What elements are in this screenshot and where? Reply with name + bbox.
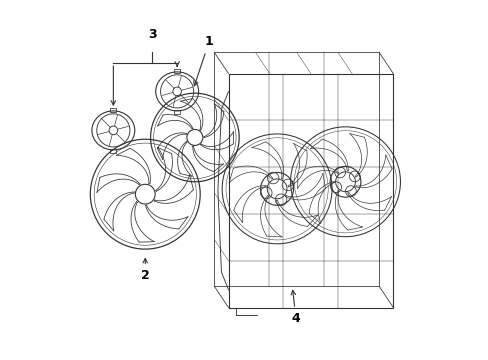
Bar xyxy=(110,149,116,153)
Text: 2: 2 xyxy=(141,258,149,282)
Bar xyxy=(110,108,116,112)
Text: 1: 1 xyxy=(193,35,213,86)
Bar xyxy=(174,109,180,114)
Text: 3: 3 xyxy=(148,28,156,41)
Text: 4: 4 xyxy=(290,290,300,325)
Bar xyxy=(174,69,180,73)
